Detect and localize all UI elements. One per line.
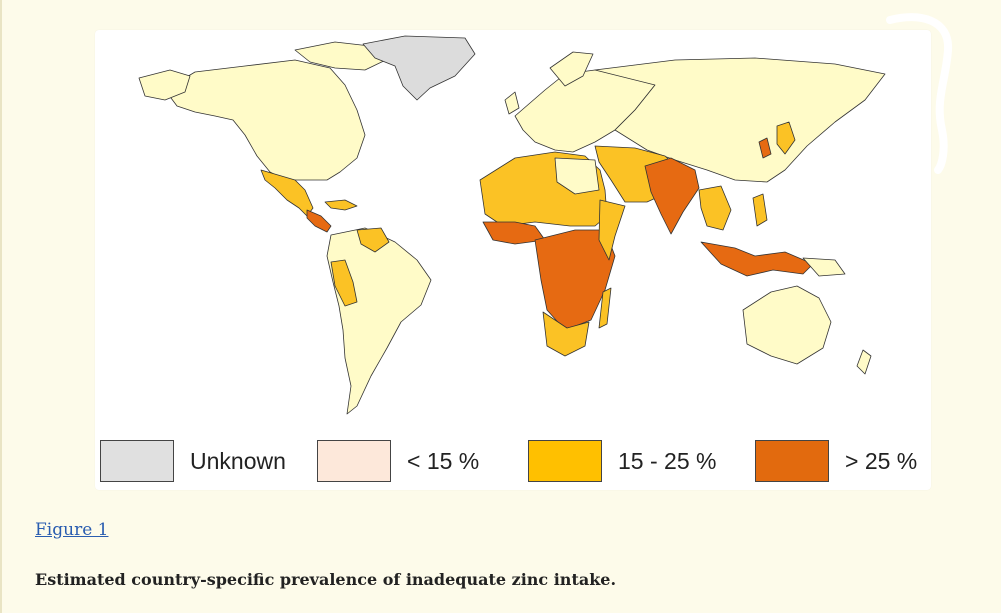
region-scandinavia — [549, 51, 594, 87]
page-left-rule — [0, 0, 2, 613]
region-arctic-islands — [294, 41, 391, 71]
legend-label-high: > 25 % — [845, 448, 918, 474]
figure-caption: Estimated country-specific prevalence of… — [35, 570, 617, 589]
figure-link[interactable]: Figure 1 — [35, 520, 109, 540]
region-southern-africa — [542, 311, 590, 357]
region-venezuela — [356, 227, 390, 253]
world-map — [138, 35, 886, 415]
region-central-america — [306, 209, 332, 233]
legend-swatch-high — [755, 440, 829, 482]
region-alaska — [138, 69, 191, 101]
region-philippines — [752, 193, 768, 227]
region-papua — [802, 257, 846, 277]
region-indonesia — [700, 241, 814, 277]
legend-swatch-medium — [528, 440, 602, 482]
legend-label-medium: 15 - 25 % — [618, 448, 717, 474]
legend-swatch-low — [317, 440, 391, 482]
region-north-america — [164, 59, 366, 181]
legend-label-low: < 15 % — [407, 448, 480, 474]
region-central-africa — [534, 229, 616, 331]
region-japan — [776, 121, 796, 155]
region-australia — [742, 285, 832, 365]
region-caribbean — [324, 199, 358, 211]
region-korea — [758, 137, 772, 159]
region-egypt-libya — [554, 157, 600, 195]
region-asia — [594, 57, 886, 183]
region-india — [644, 157, 700, 235]
region-new-zealand — [856, 349, 872, 375]
region-peru — [330, 259, 358, 307]
region-greenland — [362, 35, 476, 101]
region-southeast-asia — [698, 185, 732, 231]
figure-panel: Unknown < 15 % 15 - 25 % > 25 % — [95, 30, 931, 490]
legend-label-unknown: Unknown — [190, 448, 286, 474]
page-curl-decoration — [886, 13, 953, 174]
region-east-africa — [598, 199, 626, 261]
region-south-america — [326, 227, 432, 415]
region-mexico — [260, 169, 314, 217]
region-madagascar — [598, 287, 612, 329]
legend-swatch-unknown — [100, 440, 174, 482]
region-uk — [504, 91, 520, 115]
